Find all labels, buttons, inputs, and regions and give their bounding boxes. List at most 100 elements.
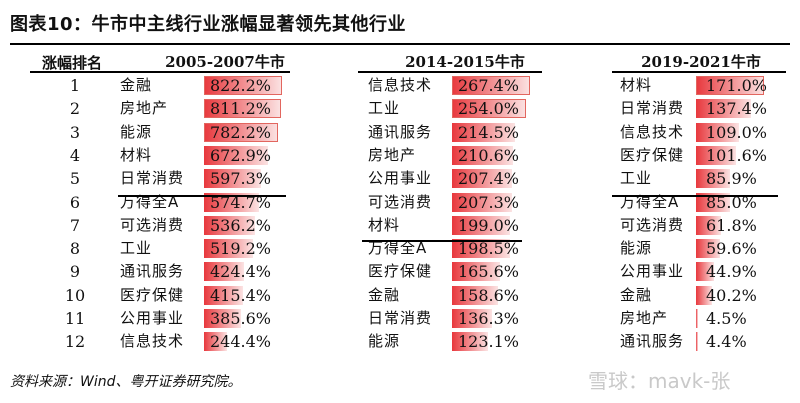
industry-name: 万得全A xyxy=(620,192,680,211)
data-bar xyxy=(204,309,241,328)
industry-name: 房地产 xyxy=(368,145,417,164)
data-bar xyxy=(204,76,282,95)
data-bar xyxy=(204,239,254,259)
title-rule xyxy=(10,43,790,45)
rank-number: 7 xyxy=(69,215,81,235)
industry-name: 日常消费 xyxy=(368,309,433,327)
data-bar-outline xyxy=(452,76,530,95)
data-bar xyxy=(452,192,513,212)
header-rule xyxy=(30,71,290,73)
industry-name: 材料 xyxy=(620,76,653,94)
industry-name: 医疗保健 xyxy=(120,285,185,304)
data-bar xyxy=(204,285,244,305)
table-row: 9 通讯服务 424.4% 医疗保健 165.6% 公用事业 44.9% xyxy=(0,260,800,283)
industry-name: 能源 xyxy=(620,239,653,258)
rank-number: 8 xyxy=(69,239,81,259)
industry-name: 金融 xyxy=(620,285,653,304)
data-bar xyxy=(696,215,721,235)
table-row: 7 可选消费 536.2% 材料 199.0% 可选消费 61.8% xyxy=(0,214,800,237)
data-bar-outline xyxy=(696,76,764,95)
data-bar xyxy=(204,145,268,165)
gain-value: 171.0% xyxy=(706,76,768,95)
industry-name: 信息技术 xyxy=(120,332,185,351)
table-row: 5 日常消费 597.3% 公用事业 207.4% 工业 85.9% xyxy=(0,167,800,190)
gain-value: 158.6% xyxy=(458,285,520,305)
header-rule xyxy=(612,71,786,73)
gain-value: 207.4% xyxy=(458,169,520,189)
group-header-2019-2021: 2019-2021牛市 xyxy=(641,53,761,71)
data-bar xyxy=(204,262,245,282)
watermark: 雪球：mavk-张 xyxy=(588,369,731,393)
industry-name: 公用事业 xyxy=(120,309,185,327)
data-bar xyxy=(696,145,737,165)
data-bar xyxy=(204,332,228,352)
data-bar-outline xyxy=(452,99,527,119)
industry-name: 工业 xyxy=(368,99,401,118)
industry-name: 万得全A xyxy=(368,239,428,258)
data-bar xyxy=(452,99,527,119)
data-bar xyxy=(452,76,530,95)
table-row: 11 公用事业 385.6% 日常消费 136.3% 房地产 4.5% xyxy=(0,307,800,330)
table-row: 10 医疗保健 415.4% 金融 158.6% 金融 40.2% xyxy=(0,284,800,307)
gain-value: 811.2% xyxy=(210,99,272,119)
gain-value: 61.8% xyxy=(706,215,757,235)
gain-value: 44.9% xyxy=(706,262,757,282)
gain-value: 254.0% xyxy=(458,99,520,119)
data-bar-outline xyxy=(204,122,279,142)
gain-value: 136.3% xyxy=(458,309,520,328)
industry-name: 日常消费 xyxy=(120,169,185,188)
data-bar xyxy=(452,145,514,165)
data-bar xyxy=(696,309,698,328)
gain-value: 782.2% xyxy=(210,122,272,142)
data-bar xyxy=(204,215,255,235)
figure-title: 图表10：牛市中主线行业涨幅显著领先其他行业 xyxy=(10,14,407,35)
data-bar xyxy=(696,99,751,119)
rank-number: 10 xyxy=(64,285,86,305)
industry-name: 材料 xyxy=(368,215,401,234)
gain-value: 214.5% xyxy=(458,122,520,142)
rank-number: 12 xyxy=(64,332,86,352)
benchmark-line xyxy=(362,240,522,242)
gain-value: 424.4% xyxy=(210,262,272,282)
table-row: 2 房地产 811.2% 工业 254.0% 日常消费 137.4% xyxy=(0,97,800,120)
industry-name: 能源 xyxy=(368,332,401,351)
gain-value: 822.2% xyxy=(210,76,272,95)
industry-name: 通讯服务 xyxy=(368,122,433,141)
industry-name: 能源 xyxy=(120,122,153,141)
industry-name: 通讯服务 xyxy=(120,262,185,281)
data-bar xyxy=(452,169,513,189)
rank-number: 5 xyxy=(69,169,81,189)
benchmark-line xyxy=(118,195,286,197)
group-header-2005-2007: 2005-2007牛市 xyxy=(165,53,285,71)
industry-name: 万得全A xyxy=(120,192,180,211)
gain-value: 519.2% xyxy=(210,239,272,259)
data-bar xyxy=(696,332,698,352)
industry-name: 材料 xyxy=(120,145,153,164)
benchmark-line xyxy=(612,195,778,197)
data-bar xyxy=(696,262,714,282)
industry-name: 医疗保健 xyxy=(620,145,685,164)
gain-value: 40.2% xyxy=(706,285,757,305)
gain-value: 85.0% xyxy=(706,192,757,212)
table-row: 3 能源 782.2% 通讯服务 214.5% 信息技术 109.0% xyxy=(0,121,800,144)
rank-number: 1 xyxy=(69,76,81,95)
data-bar xyxy=(204,169,261,189)
data-bar xyxy=(452,332,488,352)
rank-number: 11 xyxy=(64,309,86,328)
data-bar xyxy=(696,122,740,142)
gain-value: 85.9% xyxy=(706,169,757,189)
group-header-2014-2015: 2014-2015牛市 xyxy=(405,53,525,71)
data-bar xyxy=(204,192,259,212)
data-bar xyxy=(204,99,281,119)
gain-value: 123.1% xyxy=(458,332,520,352)
gain-value: 137.4% xyxy=(706,99,768,119)
gain-value: 4.5% xyxy=(706,309,747,328)
gain-value: 210.6% xyxy=(458,145,520,165)
gain-value: 59.6% xyxy=(706,239,757,259)
table-row: 1 金融 822.2% 信息技术 267.4% 材料 171.0% xyxy=(0,74,800,97)
table-row: 4 材料 672.9% 房地产 210.6% 医疗保健 101.6% xyxy=(0,144,800,167)
industry-name: 房地产 xyxy=(620,309,669,327)
data-bar xyxy=(452,215,511,235)
industry-name: 金融 xyxy=(120,76,153,94)
industry-name: 房地产 xyxy=(120,99,169,118)
